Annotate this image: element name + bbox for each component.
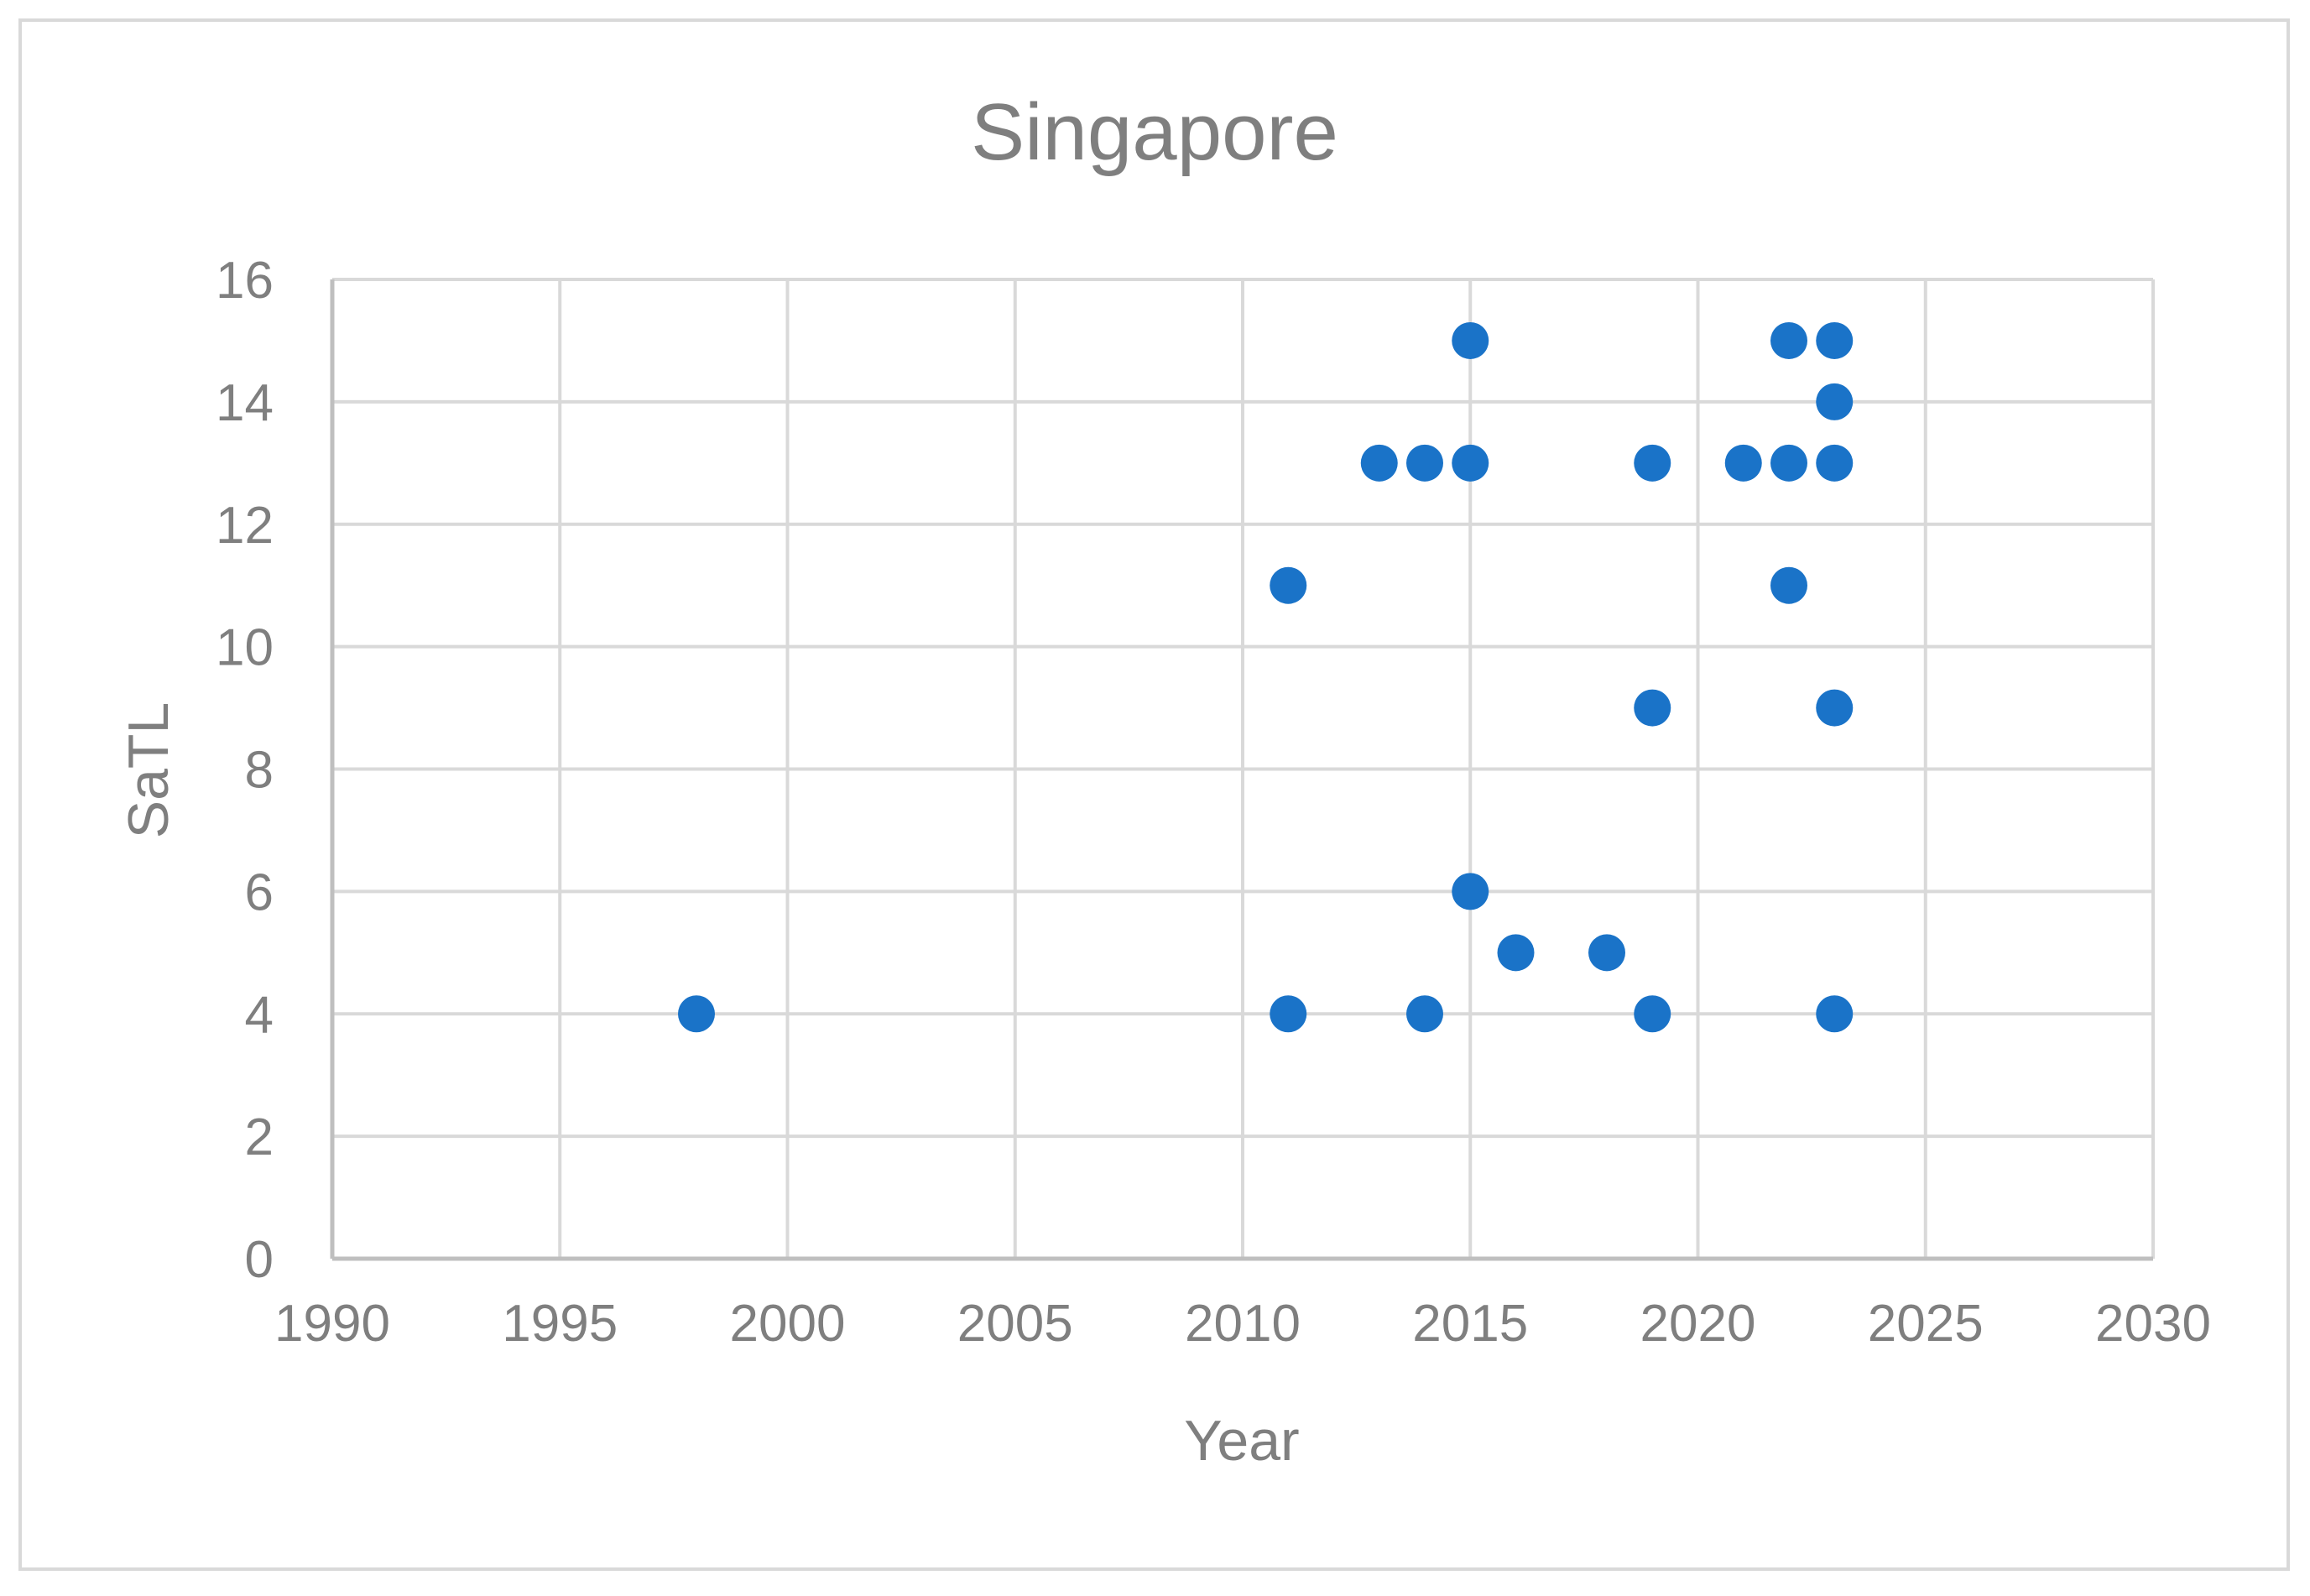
y-tick-label: 12 xyxy=(216,497,274,555)
data-point xyxy=(1634,444,1671,482)
x-tick-label: 2025 xyxy=(1868,1295,1984,1353)
data-point xyxy=(1770,321,1807,359)
x-tick-label: 2020 xyxy=(1640,1295,1756,1353)
data-point xyxy=(1634,689,1671,727)
data-point xyxy=(1634,995,1671,1033)
data-point xyxy=(1724,444,1762,482)
data-point xyxy=(678,995,715,1033)
y-tick-labels: 0 2 4 6 8 10 12 14 16 xyxy=(216,252,274,1289)
x-tick-label: 2030 xyxy=(2095,1295,2211,1353)
y-tick-label: 4 xyxy=(245,986,274,1044)
x-tick-label: 2015 xyxy=(1412,1295,1528,1353)
grid-lines xyxy=(331,278,2155,1260)
data-point xyxy=(1816,995,1854,1033)
y-tick-label: 10 xyxy=(216,619,274,677)
y-tick-label: 6 xyxy=(245,863,274,921)
y-tick-label: 2 xyxy=(245,1108,274,1166)
data-point xyxy=(1816,444,1854,482)
x-tick-label: 2010 xyxy=(1185,1295,1301,1353)
data-point xyxy=(1497,934,1535,972)
y-tick-label: 14 xyxy=(216,374,274,432)
data-point xyxy=(1452,321,1489,359)
chart-title: Singapore xyxy=(971,87,1338,177)
data-point xyxy=(1406,444,1443,482)
x-tick-label: 1995 xyxy=(502,1295,618,1353)
data-point xyxy=(1452,444,1489,482)
data-point xyxy=(1816,383,1854,420)
x-axis-label: Year xyxy=(1184,1409,1299,1473)
data-point xyxy=(1588,934,1625,972)
y-tick-label: 16 xyxy=(216,252,274,310)
data-point xyxy=(1406,995,1443,1033)
x-tick-labels: 1990 1995 2000 2005 2010 2015 2020 2025 2030 xyxy=(274,1295,2211,1353)
data-points xyxy=(678,321,1854,1033)
data-point xyxy=(1270,995,1307,1033)
data-point xyxy=(1770,444,1807,482)
y-tick-label: 8 xyxy=(245,742,274,800)
data-point xyxy=(1816,321,1854,359)
data-point xyxy=(1360,444,1398,482)
data-point xyxy=(1270,566,1307,604)
y-axis-label: SaTL xyxy=(117,702,180,839)
x-tick-label: 2005 xyxy=(957,1295,1073,1353)
data-point xyxy=(1770,566,1807,604)
data-point xyxy=(1452,873,1489,910)
x-tick-label: 2000 xyxy=(730,1295,846,1353)
data-point xyxy=(1816,689,1854,727)
x-tick-label: 1990 xyxy=(274,1295,390,1353)
y-tick-label: 0 xyxy=(245,1231,274,1289)
axes xyxy=(330,279,2153,1261)
chart-area xyxy=(18,18,2290,1571)
